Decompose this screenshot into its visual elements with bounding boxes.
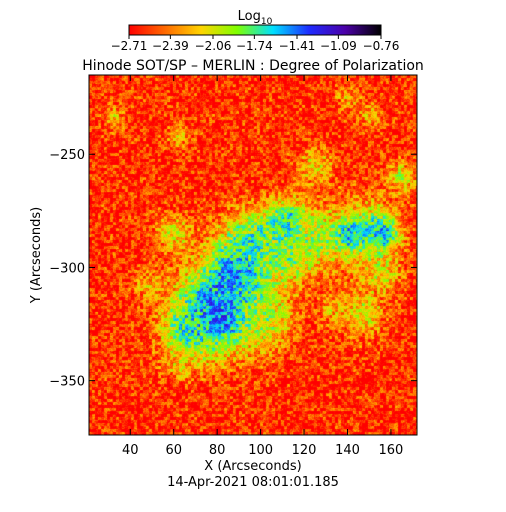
chart-title: Hinode SOT/SP – MERLIN : Degree of Polar… <box>82 58 424 74</box>
y-tick-label: −300 <box>49 261 85 276</box>
y-axis-ticks <box>89 153 417 382</box>
x-tick-label: 140 <box>335 443 360 458</box>
x-tick-label: 60 <box>165 443 182 458</box>
timestamp: 14-Apr-2021 08:01:01.185 <box>167 475 339 490</box>
x-tick-label: 80 <box>209 443 226 458</box>
plot-frame <box>88 74 418 436</box>
colorbar-tick-label: −1.74 <box>236 39 273 53</box>
colorbar-ticks <box>128 35 382 39</box>
x-axis-ticks <box>129 75 392 435</box>
colorbar-tick-label: −2.39 <box>152 39 189 53</box>
colorbar-label: Log10 <box>238 9 273 27</box>
y-axis-tick-labels: −250 −300 −350 <box>49 148 85 389</box>
colorbar-tick-label: −0.76 <box>363 39 400 53</box>
x-tick-label: 120 <box>292 443 317 458</box>
colorbar <box>128 24 382 36</box>
y-axis-label: Y (Arcseconds) <box>29 207 44 304</box>
x-tick-label: 100 <box>248 443 273 458</box>
colorbar-tick-labels: −2.71 −2.39 −2.06 −1.74 −1.41 −1.09 −0.76 <box>111 39 400 53</box>
x-tick-label: 160 <box>379 443 404 458</box>
x-axis-label: X (Arcseconds) <box>204 459 301 474</box>
colorbar-tick-label: −2.71 <box>111 39 148 53</box>
x-tick-label: 40 <box>122 443 139 458</box>
colorbar-tick-label: −1.09 <box>320 39 357 53</box>
y-tick-label: −250 <box>49 148 85 163</box>
colorbar-label-subscript: 10 <box>261 17 273 27</box>
colorbar-tick-label: −1.41 <box>279 39 316 53</box>
colorbar-label-base: Log <box>238 9 261 24</box>
heatmap <box>89 75 417 435</box>
y-tick-label: −350 <box>49 375 85 390</box>
colorbar-tick-label: −2.06 <box>195 39 232 53</box>
x-axis-tick-labels: 40 60 80 100 120 140 160 <box>122 443 403 458</box>
